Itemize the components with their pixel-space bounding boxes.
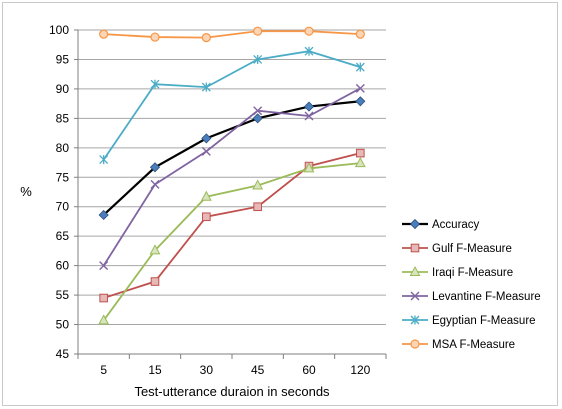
data-point bbox=[150, 32, 160, 42]
y-tick-label: 100 bbox=[49, 23, 69, 37]
legend-label: MSA F-Measure bbox=[432, 339, 515, 351]
x-tick-label: 120 bbox=[350, 363, 370, 377]
legend-item: Gulf F-Measure bbox=[402, 243, 512, 255]
legend-marker bbox=[410, 339, 420, 349]
data-point bbox=[98, 314, 110, 325]
y-tick-label: 85 bbox=[56, 111, 70, 125]
data-point bbox=[304, 46, 314, 56]
legend-marker bbox=[409, 218, 421, 230]
data-point bbox=[355, 96, 366, 107]
series-accuracy bbox=[98, 96, 366, 221]
data-point bbox=[150, 79, 160, 89]
y-tick-label: 65 bbox=[56, 229, 70, 243]
legend-item: Levantine F-Measure bbox=[402, 291, 541, 303]
series-line bbox=[103, 30, 361, 39]
series-layer bbox=[98, 26, 366, 325]
series-egyptian-f-measure bbox=[99, 46, 365, 165]
series-msa-f-measure bbox=[99, 26, 365, 43]
data-point bbox=[201, 82, 211, 92]
legend-label: Accuracy bbox=[432, 219, 480, 231]
y-tick-label: 60 bbox=[56, 259, 70, 273]
series-line bbox=[102, 100, 361, 216]
series-line bbox=[102, 50, 361, 161]
data-point bbox=[99, 29, 109, 39]
data-point bbox=[150, 179, 160, 189]
x-tick-label: 60 bbox=[302, 363, 316, 377]
data-point bbox=[304, 111, 314, 121]
data-point bbox=[201, 146, 211, 156]
x-tick-label: 45 bbox=[251, 363, 265, 377]
series-line bbox=[102, 87, 361, 267]
legend-item: Accuracy bbox=[402, 218, 480, 231]
chart-frame bbox=[2, 2, 558, 406]
legend-label: Iraqi F-Measure bbox=[432, 267, 513, 279]
data-point bbox=[355, 29, 365, 39]
series-line bbox=[102, 162, 361, 321]
series-iraqi-f-measure bbox=[98, 157, 366, 325]
x-tick-label: 15 bbox=[148, 363, 162, 377]
y-axis-label: % bbox=[20, 184, 32, 199]
data-point bbox=[200, 190, 212, 201]
data-point bbox=[201, 133, 212, 144]
data-point bbox=[304, 26, 314, 36]
data-point bbox=[201, 33, 211, 43]
data-point bbox=[356, 148, 365, 158]
data-point bbox=[354, 157, 366, 168]
legend-label: Levantine F-Measure bbox=[432, 291, 541, 303]
y-tick-label: 70 bbox=[56, 200, 70, 214]
data-point bbox=[99, 155, 109, 165]
data-point bbox=[252, 113, 263, 124]
y-tick-label: 45 bbox=[56, 347, 70, 361]
data-point bbox=[303, 101, 315, 112]
data-point bbox=[252, 179, 264, 190]
legend-marker bbox=[410, 315, 420, 325]
data-point bbox=[99, 261, 109, 271]
axes bbox=[74, 29, 387, 359]
grid-lines bbox=[78, 29, 386, 326]
data-point bbox=[99, 293, 108, 303]
x-tick-labels: 5 15 30 45 60 120 bbox=[100, 363, 370, 377]
series-gulf-f-measure bbox=[99, 148, 365, 303]
data-point bbox=[303, 162, 315, 173]
data-point bbox=[150, 277, 160, 286]
y-tick-label: 95 bbox=[56, 52, 70, 66]
legend-marker bbox=[410, 243, 420, 253]
y-tick-label: 90 bbox=[56, 82, 70, 96]
data-point bbox=[149, 244, 161, 255]
legend-marker bbox=[409, 265, 421, 276]
legend-label: Gulf F-Measure bbox=[432, 243, 512, 255]
data-point bbox=[355, 83, 365, 93]
data-point bbox=[98, 209, 109, 221]
legend-item: MSA F-Measure bbox=[402, 339, 515, 351]
y-tick-label: 75 bbox=[56, 170, 70, 184]
x-tick-label: 5 bbox=[100, 363, 107, 377]
y-tick-label: 50 bbox=[56, 318, 70, 332]
data-point bbox=[149, 162, 161, 173]
legend: Accuracy Gulf F-Measure Iraqi F-Measure Lev… bbox=[402, 218, 541, 351]
x-axis-label: Test-utterance duraion in seconds bbox=[134, 384, 330, 399]
series-levantine-f-measure bbox=[99, 83, 365, 271]
data-point bbox=[253, 106, 263, 116]
y-tick-label: 55 bbox=[56, 288, 70, 302]
data-point bbox=[355, 62, 365, 72]
data-point bbox=[253, 202, 262, 212]
data-point bbox=[202, 212, 211, 222]
x-tick-label: 30 bbox=[200, 363, 214, 377]
legend-item: Iraqi F-Measure bbox=[402, 265, 513, 279]
legend-label: Egyptian F-Measure bbox=[432, 315, 536, 327]
data-point bbox=[253, 26, 263, 36]
y-tick-label: 80 bbox=[56, 141, 70, 155]
y-tick-labels: 45 50 55 60 65 70 75 80 85 90 95 100 bbox=[49, 23, 69, 361]
legend-marker bbox=[410, 291, 420, 301]
series-line bbox=[103, 152, 361, 299]
data-point bbox=[253, 54, 263, 64]
legend-item: Egyptian F-Measure bbox=[402, 315, 536, 327]
